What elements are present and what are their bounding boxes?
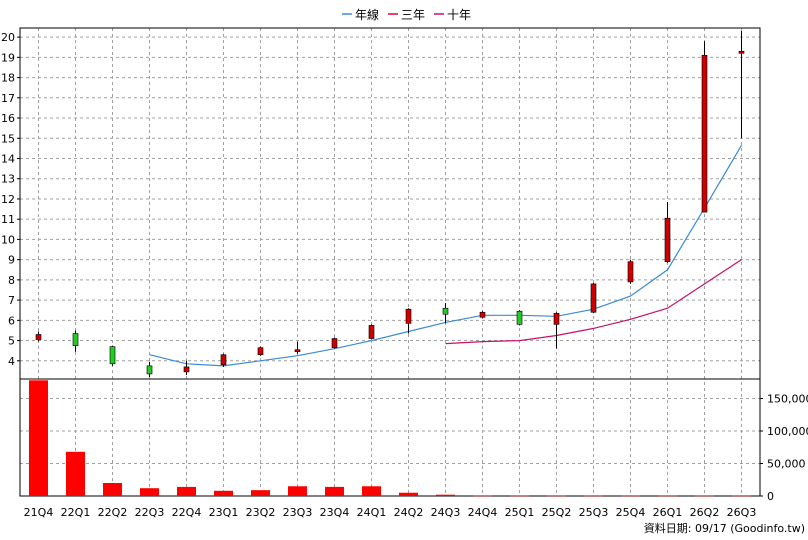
price-tick-label: 6: [8, 314, 15, 327]
volume-bar: [399, 492, 418, 496]
x-tick-label: 23Q3: [283, 506, 313, 519]
x-tick-label: 22Q4: [172, 506, 202, 519]
candle-body: [664, 217, 671, 262]
price-axis: 4 5 6 7 8 9 10 11 12 13 14 15 16 17 18 19 20: [1, 31, 20, 368]
candle-body: [183, 366, 190, 373]
x-tick-label: 24Q2: [394, 506, 424, 519]
volume-bar: [29, 380, 48, 496]
x-tick-label: 23Q1: [209, 506, 239, 519]
volume-bar: [473, 495, 492, 497]
candle-body: [257, 347, 264, 356]
candle-body: [220, 354, 227, 366]
candle-body: [701, 55, 708, 213]
volume-panel-frame: [19, 378, 761, 497]
volume-bar: [695, 495, 714, 497]
price-tick-label: 12: [1, 193, 15, 206]
volume-bar: [288, 486, 307, 496]
price-tick-label: 10: [1, 233, 15, 246]
x-tick-label: 26Q1: [653, 506, 683, 519]
price-tick-label: 4: [8, 355, 15, 368]
price-tick-label: 15: [1, 132, 15, 145]
x-tick-label: 25Q1: [505, 506, 535, 519]
volume-bar: [214, 490, 233, 496]
price-tick-label: 17: [1, 92, 15, 105]
volume-tick-label: 50,000: [767, 458, 806, 471]
price-tick-label: 20: [1, 31, 15, 44]
price-tick-label: 7: [8, 294, 15, 307]
x-tick-label: 22Q3: [135, 506, 165, 519]
x-tick-label: 24Q1: [357, 506, 387, 519]
legend-label: 三年: [401, 8, 425, 22]
candle-body: [294, 349, 301, 352]
x-tick-label: 22Q1: [61, 506, 91, 519]
candle-body: [331, 338, 338, 348]
price-tick-label: 19: [1, 51, 15, 64]
candle-body: [35, 334, 42, 340]
candle-body: [146, 365, 153, 375]
x-tick-label: 26Q2: [690, 506, 720, 519]
candle-body: [109, 346, 116, 365]
x-tick-label: 23Q4: [320, 506, 350, 519]
x-tick-label: 24Q4: [468, 506, 498, 519]
x-tick-label: 25Q3: [579, 506, 609, 519]
x-tick-label: 26Q3: [727, 506, 757, 519]
candle-body: [516, 310, 523, 325]
x-tick-label: 21Q4: [24, 506, 54, 519]
x-tick-label: 24Q3: [431, 506, 461, 519]
volume-bar: [66, 451, 85, 496]
x-tick-label: 22Q2: [98, 506, 128, 519]
legend-label: 年線: [355, 7, 379, 22]
volume-bar: [732, 495, 751, 497]
price-tick-label: 8: [8, 274, 15, 287]
price-tick-label: 18: [1, 72, 15, 85]
x-tick-label: 25Q4: [616, 506, 646, 519]
volume-bar: [436, 494, 455, 496]
volume-bar: [621, 495, 640, 497]
volume-axis: 0 50,000 100,000 150,000: [760, 393, 808, 503]
volume-bar: [510, 495, 529, 497]
volume-bar: [251, 490, 270, 496]
volume-tick-label: 150,000: [767, 393, 808, 406]
volume-bar: [177, 486, 196, 496]
price-tick-label: 11: [1, 213, 15, 226]
moving-average-line: [445, 259, 742, 345]
price-panel-frame: [19, 27, 761, 380]
volume-bar: [362, 486, 381, 496]
candle-body: [368, 325, 375, 339]
price-tick-label: 16: [1, 112, 15, 125]
volume-bar: [547, 495, 566, 497]
candle-body: [72, 333, 79, 346]
candle-body: [479, 311, 486, 318]
candle-body: [627, 261, 634, 283]
price-tick-label: 9: [8, 254, 15, 267]
candle-body: [590, 283, 597, 313]
candle-body: [553, 312, 560, 325]
volume-bar: [658, 495, 677, 497]
volume-tick-label: 0: [767, 490, 774, 503]
candle-body: [405, 308, 412, 324]
candle-body: [442, 307, 449, 315]
volume-bars: [29, 380, 751, 497]
volume-bar: [140, 488, 159, 496]
source-note: 資料日期: 09/17 (Goodinfo.tw): [644, 521, 805, 535]
volume-bar: [103, 483, 122, 496]
x-tick-label: 23Q2: [246, 506, 276, 519]
legend-label: 十年: [447, 8, 471, 22]
candlesticks: [35, 31, 745, 377]
candle-body: [738, 50, 745, 54]
price-tick-label: 13: [1, 173, 15, 186]
volume-bar: [584, 495, 603, 497]
x-axis: 21Q4 22Q1 22Q2 22Q3 22Q4 23Q1 23Q2 23Q3 23Q4 24Q1…: [24, 506, 757, 519]
volume-tick-label: 100,000: [767, 425, 808, 438]
price-tick-label: 5: [8, 335, 15, 348]
x-tick-label: 25Q2: [542, 506, 572, 519]
chart-grid: [20, 28, 760, 496]
volume-bar: [325, 486, 344, 496]
price-tick-label: 14: [1, 152, 15, 165]
chart-legend: 年線 三年 十年: [342, 7, 471, 22]
